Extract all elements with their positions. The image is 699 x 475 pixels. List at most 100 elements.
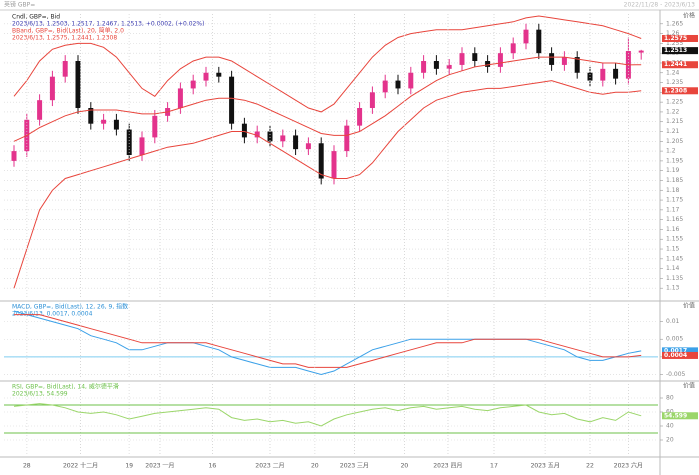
x-tick-label: 2023 二月 — [255, 463, 284, 470]
x-tick-label: 28 — [23, 463, 31, 470]
candle-body — [75, 61, 81, 109]
value-box — [662, 61, 698, 69]
value-label: 1.2308 — [664, 87, 687, 94]
candle-body — [459, 53, 465, 65]
legend-text: 2023/6/13, 1.2503, 1.2517, 1.2467, 1.251… — [12, 21, 204, 28]
legend-text: RSI, GBP=, Bid(Last), 14, 威尔德平滑 — [12, 383, 119, 391]
x-tick-label: 2023 一月 — [145, 463, 174, 470]
candle-body — [587, 72, 593, 81]
candle-body — [139, 137, 145, 156]
x-tick-label: 19 — [125, 463, 133, 470]
candle-body — [62, 61, 68, 77]
y-tick-label: 1.19 — [666, 167, 680, 174]
candle-body — [190, 80, 196, 89]
x-tick-label: 17 — [490, 463, 498, 470]
x-tick-label: 17 — [490, 463, 498, 470]
x-tick-label: 2023 六月 — [614, 462, 643, 470]
candle-body — [11, 151, 17, 161]
y-tick-label: 1.135 — [666, 275, 683, 282]
legend-text: BBand, GBP=, Bid(Last), 20, 简单, 2.0 — [12, 27, 124, 35]
value-label: 1.2575 — [664, 35, 687, 42]
candle-body — [331, 151, 337, 179]
y-tick-label: 1.14 — [666, 265, 680, 272]
x-tick-label: 2023 四月 — [433, 463, 462, 470]
value-box — [662, 47, 698, 55]
y-tick-label: 0.01 — [666, 318, 680, 325]
candle-body — [254, 131, 260, 138]
y-tick-label: 1.21 — [666, 128, 680, 135]
x-tick-label: 2023 四月 — [433, 463, 462, 470]
candle-body — [395, 80, 401, 89]
candle-body — [267, 131, 273, 142]
candle-body — [549, 53, 555, 65]
value-box — [662, 34, 698, 42]
candle-body — [408, 72, 414, 89]
x-tick-label: 22 — [586, 463, 594, 470]
candle-body — [433, 61, 439, 69]
x-tick-label: 2022 十二月 — [63, 462, 98, 470]
legend-text: MACD, GBP=, Bid(Last), 12, 26, 9, 指数 — [12, 303, 128, 311]
candle-body — [280, 135, 286, 142]
candle-body — [305, 143, 311, 150]
y-tick-label: 1.185 — [666, 177, 683, 184]
y-tick-label: 1.215 — [666, 118, 683, 125]
candle-body — [357, 108, 363, 126]
axis-title: 价值 — [683, 302, 695, 310]
y-tick-label: 1.15 — [666, 246, 680, 253]
value-label: 0.0004 — [664, 352, 687, 359]
x-tick-label: 20 — [401, 463, 409, 470]
y-tick-label: 1.26 — [666, 30, 680, 37]
candle-body — [561, 57, 567, 65]
axis-title: 价值 — [683, 382, 695, 390]
value-label: 0.0017 — [664, 347, 687, 354]
legend-text: 2023/6/13, 54.599 — [12, 391, 68, 398]
value-label: 54.599 — [664, 412, 687, 419]
legend-text: Cndl, GBP=, Bid — [12, 14, 60, 21]
y-tick-label: 1.265 — [666, 20, 683, 27]
y-tick-label: 1.195 — [666, 157, 683, 164]
x-tick-label: 2022 十二月 — [63, 462, 98, 470]
x-tick-label: 28 — [23, 463, 31, 470]
y-tick-label: 1.145 — [666, 255, 683, 262]
y-tick-label: 60 — [666, 409, 674, 416]
y-tick-label: 1.225 — [666, 99, 683, 106]
candle-body — [485, 61, 491, 67]
x-tick-label: 19 — [125, 463, 133, 470]
value-box — [662, 412, 698, 420]
x-tick-label: 20 — [311, 463, 319, 470]
x-tick-label: 2023 五月 — [531, 463, 560, 470]
x-tick-label: 20 — [311, 463, 319, 470]
y-tick-label: 40 — [666, 423, 674, 430]
x-tick-label: 2022 十二月 — [63, 462, 98, 470]
candle-body — [37, 100, 43, 120]
y-tick-label: 1.16 — [666, 226, 680, 233]
y-tick-label: 1.22 — [666, 108, 680, 115]
candle-body — [216, 72, 222, 77]
value-box — [662, 87, 698, 95]
candle-body — [203, 72, 209, 81]
candle-body — [241, 123, 247, 138]
candle-body — [88, 108, 94, 124]
y-tick-label: 1.155 — [666, 236, 683, 243]
candle-body — [536, 29, 542, 54]
series-line — [13, 310, 642, 376]
candle-body — [600, 68, 606, 81]
x-tick-label: 16 — [209, 463, 217, 470]
y-tick-label: 0.005 — [666, 336, 683, 343]
y-tick-label: 1.255 — [666, 40, 683, 47]
y-tick-label: 1.13 — [666, 285, 680, 292]
candle-body — [49, 76, 55, 101]
series-line — [14, 314, 642, 368]
x-tick-label: 2023 六月 — [614, 462, 643, 470]
value-label: 1.2441 — [664, 61, 687, 68]
x-tick-label: 20 — [401, 463, 409, 470]
candle-body — [446, 64, 452, 69]
y-tick-label: 1.165 — [666, 216, 683, 223]
legend-text: 2023/6/13, 1.2575, 1.2441, 1.2308 — [12, 35, 117, 42]
candle-body — [472, 53, 478, 62]
x-tick-label: 2023 一月 — [145, 463, 174, 470]
date-range: 2022/11/28 - 2023/6/13 — [624, 2, 696, 9]
x-tick-label: 16 — [209, 463, 217, 470]
